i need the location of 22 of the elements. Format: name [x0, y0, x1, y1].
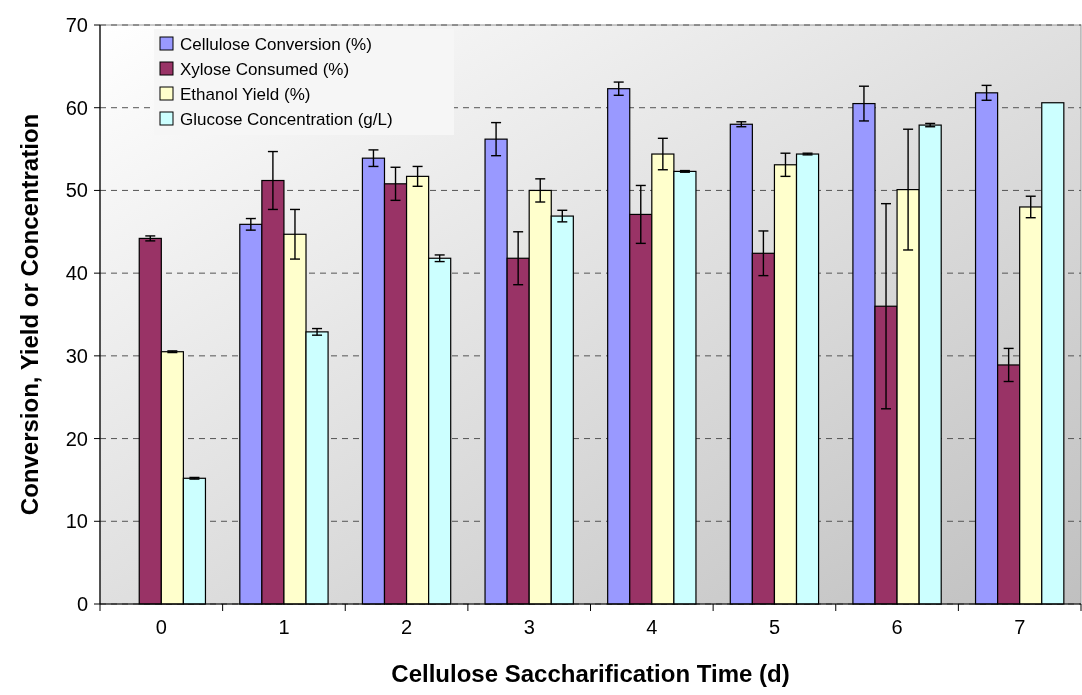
y-axis-title: Conversion, Yield or Concentration — [16, 113, 43, 516]
x-tick-label: 2 — [401, 616, 413, 638]
x-tick-label: 1 — [278, 616, 290, 638]
x-tick-label: 3 — [523, 616, 535, 638]
x-tick-label: 6 — [891, 616, 903, 638]
x-tick-label: 4 — [646, 616, 658, 638]
y-tick-label: 40 — [65, 262, 88, 285]
y-tick-label: 50 — [65, 179, 88, 202]
x-tick-label: 7 — [1014, 616, 1026, 638]
y-tick-label: 60 — [65, 96, 88, 119]
x-tick-label: 0 — [155, 616, 167, 638]
legend-label: Cellulose Conversion (%) — [180, 34, 372, 54]
x-tick-label: 5 — [768, 616, 780, 638]
y-tick-label: 0 — [76, 593, 88, 615]
y-tick-label: 70 — [65, 14, 88, 36]
legend-label: Xylose Consumed (%) — [180, 59, 350, 79]
legend-label: Glucose Concentration (g/L) — [180, 109, 393, 129]
x-axis-title: Cellulose Saccharification Time (d) — [391, 660, 790, 687]
y-tick-label: 30 — [65, 344, 88, 367]
legend-label: Ethanol Yield (%) — [180, 84, 311, 104]
y-tick-label: 10 — [65, 510, 88, 533]
y-tick-label: 20 — [65, 427, 88, 450]
